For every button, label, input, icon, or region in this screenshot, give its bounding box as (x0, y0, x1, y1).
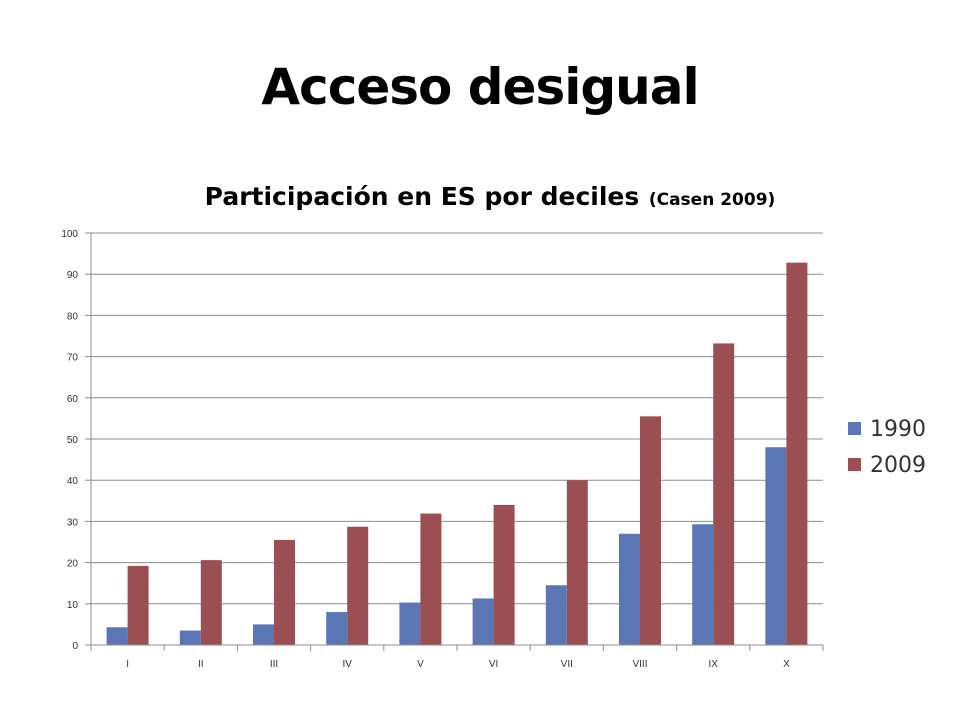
bars (106, 262, 808, 645)
bar-1990-VI (472, 598, 494, 645)
y-tick-label: 10 (67, 600, 79, 611)
y-tick-label: 20 (67, 559, 79, 570)
legend-swatch-2009 (848, 458, 861, 471)
bar-1990-V (399, 602, 421, 645)
x-tick-label: I (126, 659, 129, 670)
bar-2009-I (127, 565, 149, 645)
x-tick-label: V (417, 659, 424, 670)
bar-2009-III (274, 539, 295, 645)
y-tick-label: 100 (61, 229, 78, 240)
chart-title-main: Participación en ES por deciles (204, 182, 640, 211)
x-tick-label: VIII (632, 659, 647, 670)
y-tick-label: 70 (67, 353, 79, 364)
chart-title: Participación en ES por deciles (Casen 2… (0, 182, 960, 211)
chart-subtitle: (Casen 2009) (648, 190, 776, 210)
bar-2009-VII (566, 480, 588, 645)
legend: 1990 2009 (848, 417, 926, 478)
x-tick-label: VII (561, 659, 573, 670)
legend-swatch-1990 (848, 422, 861, 435)
bar-1990-X (765, 447, 787, 645)
bar-1990-I (106, 627, 128, 645)
y-axis-tick-labels: 0 10 20 30 40 50 60 70 80 90 100 (61, 229, 78, 652)
y-tick-label: 40 (67, 476, 79, 487)
y-tick-label: 90 (67, 270, 79, 281)
bar-2009-IX (713, 343, 735, 645)
y-tick-label: 50 (67, 435, 79, 446)
bar-1990-IX (692, 524, 714, 645)
x-axis-tick-labels: I II III IV V VI VII VIII IX X (126, 659, 790, 670)
bar-2009-II (200, 560, 222, 645)
x-tick-label: III (270, 659, 278, 670)
x-tick-label: II (198, 659, 204, 670)
x-tick-label: IV (342, 659, 352, 670)
grid-lines (91, 232, 823, 646)
bar-2009-IV (347, 526, 369, 645)
axes (85, 232, 824, 651)
x-tick-label: X (783, 659, 790, 670)
bar-2009-VI (493, 504, 515, 645)
bar-1990-VII (545, 585, 567, 645)
y-tick-label: 30 (67, 517, 79, 528)
x-tick-label: VI (489, 659, 498, 670)
x-tick-label: IX (708, 659, 718, 670)
bar-2009-VIII (640, 416, 661, 645)
bar-2009-X (786, 262, 808, 645)
legend-label-2009: 2009 (870, 453, 926, 478)
legend-label-1990: 1990 (870, 417, 926, 442)
bar-1990-III (253, 624, 274, 645)
bar-1990-VIII (619, 533, 640, 645)
y-tick-label: 80 (67, 311, 79, 322)
slide-title: Acceso desigual (261, 58, 699, 116)
bar-1990-II (179, 630, 201, 645)
y-tick-label: 0 (72, 641, 78, 652)
bar-1990-IV (326, 612, 348, 645)
y-tick-label: 60 (67, 394, 79, 405)
bar-2009-V (420, 513, 442, 645)
